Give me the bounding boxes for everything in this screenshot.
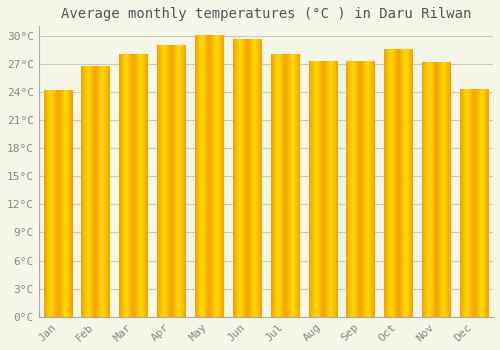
Title: Average monthly temperatures (°C ) in Daru Rilwan: Average monthly temperatures (°C ) in Da… xyxy=(60,7,471,21)
